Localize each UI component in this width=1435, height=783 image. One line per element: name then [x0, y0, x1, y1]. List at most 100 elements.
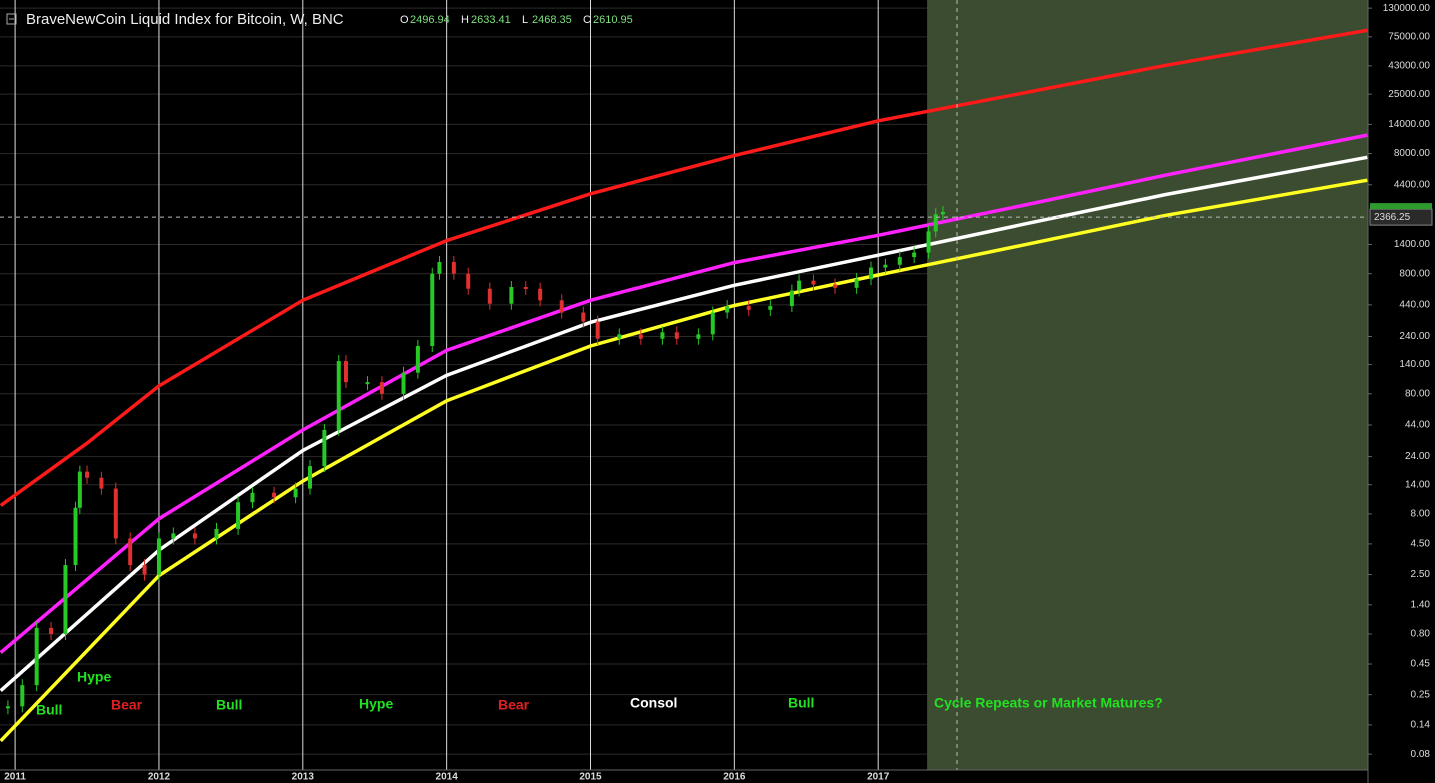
y-tick-label: 0.14: [1411, 720, 1431, 731]
y-tick-label: 24.00: [1405, 451, 1430, 462]
candle-body: [926, 231, 931, 253]
band-curve: [0, 178, 1368, 743]
y-tick-label: 1400.00: [1394, 239, 1431, 250]
candle-body: [236, 502, 241, 529]
candle-body: [538, 288, 543, 301]
candle-body: [77, 471, 82, 508]
x-tick-label: 2014: [436, 772, 459, 783]
plot: [0, 28, 1368, 743]
last-price-flag: [1370, 203, 1432, 210]
candle-body: [437, 262, 442, 274]
candle-body: [912, 252, 917, 258]
candle-body: [559, 300, 564, 313]
candle-body: [581, 312, 586, 322]
y-tick-label: 14000.00: [1388, 119, 1430, 130]
ohlc-value: 2468.35: [532, 14, 572, 26]
y-tick-label: 1.40: [1411, 599, 1431, 610]
candle-body: [797, 280, 802, 291]
y-tick-label: 0.80: [1411, 629, 1431, 640]
y-tick-label: 14.00: [1405, 479, 1430, 490]
x-tick-label: 2017: [867, 772, 890, 783]
candle-body: [509, 286, 514, 304]
ohlc-value: 2496.94: [410, 14, 450, 26]
phase-label: Bear: [111, 697, 143, 713]
candle-body: [660, 332, 665, 339]
x-tick-label: 2012: [148, 772, 171, 783]
candle-body: [214, 528, 219, 539]
candle-body: [322, 429, 327, 467]
candle-body: [933, 214, 938, 232]
candle-body: [307, 466, 312, 489]
x-tick-label: 2013: [292, 772, 315, 783]
candle-body: [343, 361, 348, 383]
ohlc-readout: O 2496.94 H 2633.41 L 2468.35 C 2610.95: [400, 14, 633, 26]
phase-label: Consol: [630, 695, 677, 711]
phase-label: Bull: [36, 702, 62, 718]
ohlc-key: H: [461, 14, 469, 26]
y-tick-label: 0.25: [1411, 689, 1431, 700]
candle-body: [34, 627, 39, 686]
phase-label: Bull: [788, 695, 814, 711]
ohlc-key: L: [522, 14, 528, 26]
band-curve: [0, 133, 1368, 654]
candle-body: [466, 273, 471, 289]
candle-body: [142, 565, 147, 575]
y-tick-label: 4.50: [1411, 539, 1431, 550]
y-tick-label: 130000.00: [1383, 3, 1431, 14]
band-curve: [0, 28, 1368, 507]
band-curve: [0, 155, 1368, 693]
y-tick-label: 80.00: [1405, 388, 1430, 399]
candle-body: [128, 538, 133, 566]
crosshair-label: 2366.25: [1374, 212, 1411, 223]
candle-body: [85, 471, 90, 478]
y-tick-label: 25000.00: [1388, 89, 1430, 100]
candle-body: [20, 685, 25, 707]
ohlc-value: 2610.95: [593, 14, 633, 26]
phase-label: Hype: [359, 696, 393, 712]
candle-body: [833, 284, 838, 288]
candle-body: [73, 507, 78, 566]
candle-body: [430, 273, 435, 347]
ohlc-key: O: [400, 14, 409, 26]
candle-body: [451, 262, 456, 274]
chart-title: BraveNewCoin Liquid Index for Bitcoin, W…: [26, 11, 344, 28]
y-tick-label: 44.00: [1405, 420, 1430, 431]
candle-body: [49, 627, 54, 635]
candle-body: [617, 334, 622, 339]
candle-body: [192, 533, 197, 539]
y-tick-label: 2.50: [1411, 569, 1431, 580]
candle-body: [710, 312, 715, 335]
candle-body: [272, 492, 277, 498]
y-tick-label: 4400.00: [1394, 179, 1431, 190]
candle-body: [156, 538, 161, 575]
highlight-zone: [927, 0, 1368, 770]
y-tick-label: 440.00: [1399, 300, 1430, 311]
candle-body: [789, 290, 794, 307]
candle-body: [415, 346, 420, 373]
y-tick-label: 240.00: [1399, 331, 1430, 342]
candle-body: [883, 264, 888, 268]
candle-body: [811, 280, 816, 285]
y-tick-label: 0.45: [1411, 659, 1431, 670]
candle-body: [171, 533, 176, 539]
candle-body: [638, 334, 643, 339]
candle-body: [293, 488, 298, 498]
candle-body: [113, 488, 118, 539]
y-axis-panel: [1368, 0, 1435, 783]
phase-label: Cycle Repeats or Market Matures?: [934, 695, 1163, 711]
x-tick-label: 2015: [579, 772, 602, 783]
y-tick-label: 8.00: [1411, 509, 1431, 520]
candle-body: [487, 288, 492, 304]
y-tick-label: 0.08: [1411, 749, 1431, 760]
candle-body: [746, 306, 751, 310]
candle-body: [523, 286, 528, 289]
x-tick-label: 2011: [4, 772, 26, 783]
candle-body: [365, 382, 370, 385]
ohlc-key: C: [583, 14, 591, 26]
phase-label: Bear: [498, 697, 530, 713]
candle-body: [725, 306, 730, 313]
y-tick-label: 43000.00: [1388, 61, 1430, 72]
collapse-icon[interactable]: [6, 13, 17, 25]
candle-body: [595, 321, 600, 339]
